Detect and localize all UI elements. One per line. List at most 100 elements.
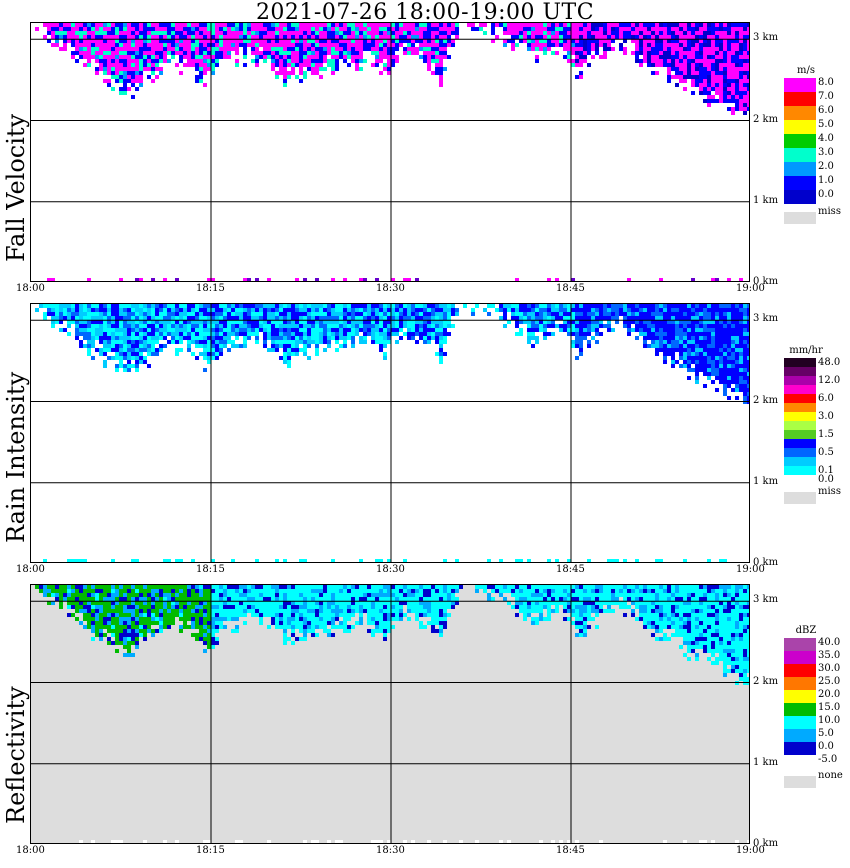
rain-intensity-cell bbox=[219, 336, 223, 340]
fall-velocity-cell bbox=[255, 35, 259, 39]
fall-velocity-cell bbox=[435, 31, 439, 35]
rain-intensity-cell bbox=[723, 392, 727, 396]
rain-intensity-cell bbox=[727, 348, 731, 352]
rain-intensity-cell bbox=[279, 324, 283, 328]
fall-velocity-cell bbox=[739, 103, 743, 107]
fall-velocity-cell bbox=[283, 27, 287, 31]
fall-velocity-cell bbox=[131, 75, 135, 79]
fall-velocity-cell bbox=[79, 55, 83, 59]
fall-velocity-cell bbox=[143, 35, 147, 39]
rain-intensity-cell bbox=[383, 332, 387, 336]
rain-intensity-cell bbox=[415, 308, 419, 312]
fall-velocity-cell bbox=[155, 43, 159, 47]
rain-intensity-cell bbox=[355, 304, 359, 308]
reflectivity-cell bbox=[275, 585, 279, 589]
fall-velocity-cell bbox=[639, 47, 643, 51]
fall-velocity-cell bbox=[439, 71, 443, 75]
fall-velocity-cell bbox=[303, 59, 307, 63]
rain-intensity-cell bbox=[291, 336, 295, 340]
reflectivity-cell bbox=[335, 613, 339, 617]
rain-intensity-cell bbox=[207, 360, 211, 364]
rain-intensity-cell bbox=[227, 340, 231, 344]
rain-intensity-cell bbox=[299, 336, 303, 340]
fall-velocity-cell bbox=[715, 35, 719, 39]
reflectivity-cell bbox=[291, 605, 295, 609]
fall-velocity-cell bbox=[271, 31, 275, 35]
reflectivity-cell bbox=[163, 601, 167, 605]
reflectivity-cell bbox=[343, 597, 347, 601]
rain-intensity-cell bbox=[579, 304, 583, 308]
fall-velocity-cell bbox=[203, 63, 207, 67]
reflectivity-cell bbox=[331, 609, 335, 613]
rain-intensity-cell bbox=[687, 360, 691, 364]
rain-intensity-cell bbox=[583, 332, 587, 336]
fall-velocity-cell bbox=[259, 55, 263, 59]
rain-intensity-cell bbox=[211, 316, 215, 320]
rain-intensity-cell bbox=[731, 356, 735, 360]
rain-intensity-cell bbox=[111, 348, 115, 352]
rain-intensity-cell bbox=[407, 336, 411, 340]
fall-velocity-cell bbox=[311, 27, 315, 31]
rain-intensity-colorbar-label: 1.5 bbox=[818, 429, 834, 440]
fall-velocity-cell bbox=[739, 63, 743, 67]
rain-intensity-cell bbox=[647, 316, 651, 320]
fall-velocity-cell bbox=[583, 31, 587, 35]
rain-intensity-cell bbox=[167, 316, 171, 320]
reflectivity-cell bbox=[423, 625, 427, 629]
fall-velocity-cell bbox=[683, 39, 687, 43]
rain-intensity-cell bbox=[215, 340, 219, 344]
rain-intensity-cell bbox=[371, 340, 375, 344]
fall-velocity-cell bbox=[67, 27, 71, 31]
rain-intensity-cell bbox=[739, 332, 743, 336]
rain-intensity-cell bbox=[395, 332, 399, 336]
rain-intensity-cell bbox=[99, 340, 103, 344]
reflectivity-cell bbox=[103, 617, 107, 621]
fall-velocity-cell bbox=[723, 31, 727, 35]
fall-velocity-cell bbox=[187, 35, 191, 39]
rain-intensity-cell bbox=[307, 328, 311, 332]
reflectivity-cell bbox=[195, 605, 199, 609]
reflectivity-cell bbox=[191, 617, 195, 621]
rain-intensity-cell bbox=[123, 316, 127, 320]
fall-velocity-surface-cell bbox=[139, 278, 143, 281]
reflectivity-cell bbox=[47, 589, 51, 593]
fall-velocity-cell bbox=[283, 59, 287, 63]
rain-intensity-cell bbox=[143, 340, 147, 344]
reflectivity-cell bbox=[155, 593, 159, 597]
fall-velocity-cell bbox=[683, 87, 687, 91]
rain-intensity-cell bbox=[63, 308, 67, 312]
rain-intensity-cell bbox=[631, 312, 635, 316]
reflectivity-cell bbox=[151, 589, 155, 593]
fall-velocity-cell bbox=[619, 31, 623, 35]
fall-velocity-cell bbox=[375, 43, 379, 47]
rain-intensity-cell bbox=[603, 308, 607, 312]
fall-velocity-cell bbox=[367, 35, 371, 39]
reflectivity-cell bbox=[323, 613, 327, 617]
fall-velocity-cell bbox=[115, 39, 119, 43]
fall-velocity-cell bbox=[135, 67, 139, 71]
rain-intensity-y-tick-label: 3 km bbox=[753, 313, 779, 325]
rain-intensity-cell bbox=[695, 368, 699, 372]
fall-velocity-cell bbox=[203, 27, 207, 31]
reflectivity-cell bbox=[307, 613, 311, 617]
fall-velocity-y-tick-label: 1 km bbox=[753, 194, 779, 206]
fall-velocity-cell bbox=[203, 55, 207, 59]
reflectivity-cell bbox=[267, 601, 271, 605]
fall-velocity-cell bbox=[363, 23, 367, 27]
fall-velocity-cell bbox=[455, 31, 459, 35]
reflectivity-cell bbox=[383, 585, 387, 589]
reflectivity-cell bbox=[271, 585, 275, 589]
reflectivity-cell bbox=[235, 601, 239, 605]
rain-intensity-cell bbox=[735, 384, 739, 388]
reflectivity-cell bbox=[179, 617, 183, 621]
rain-intensity-cell bbox=[359, 320, 363, 324]
reflectivity-cell bbox=[103, 601, 107, 605]
reflectivity-cell bbox=[247, 601, 251, 605]
rain-intensity-cell bbox=[611, 304, 615, 308]
reflectivity-cell bbox=[59, 585, 63, 589]
reflectivity-cell bbox=[399, 585, 403, 589]
reflectivity-cell bbox=[167, 609, 171, 613]
rain-intensity-cell bbox=[679, 356, 683, 360]
rain-intensity-cell bbox=[731, 336, 735, 340]
fall-velocity-colorbar-swatch bbox=[784, 176, 816, 190]
